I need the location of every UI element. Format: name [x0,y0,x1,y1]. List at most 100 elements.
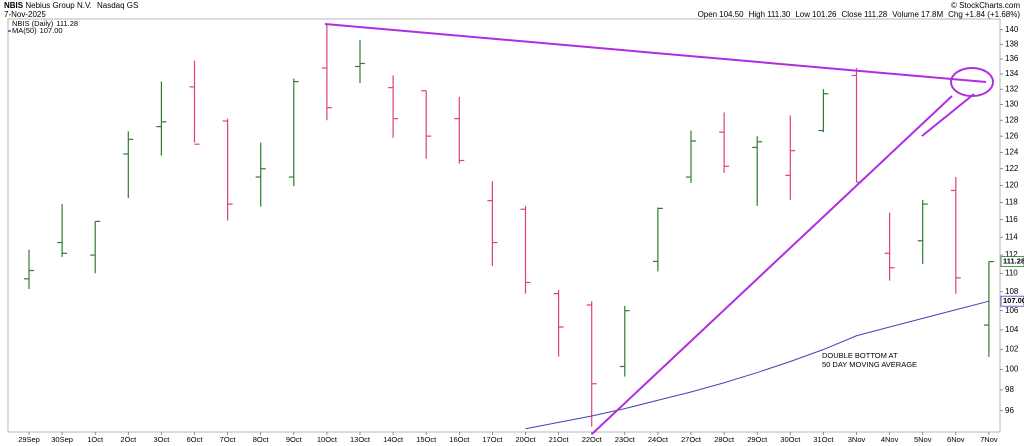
x-tick-label: 8Oct [253,435,270,444]
x-tick-label: 20Oct [515,435,536,444]
ohlc-bar [487,181,498,266]
ohlc-bar [619,305,630,377]
ma-line [525,300,990,430]
y-tick-label: 136 [1005,54,1019,63]
ohlc-bar [355,39,365,84]
quote-label: Low [795,10,810,19]
x-tick-label: 27Oct [681,435,702,444]
quote-value: 111.28 [864,10,888,19]
x-tick-label: 3Oct [153,435,170,444]
ohlc-bar [520,205,531,294]
ohlc-bar [255,142,266,207]
header-line: NBIS Nebius Group N.V. Nasdaq GS [4,1,138,10]
y-tick-label: 128 [1005,115,1019,124]
x-tick-label: 29Sep [18,435,40,444]
ohlc-bar [288,78,299,187]
ohlc-bar [785,115,796,200]
quote-value: 104.50 [719,10,744,19]
x-tick-label: 28Oct [714,435,735,444]
y-tick-label: 126 [1005,131,1019,140]
y-tick-label: 106 [1005,306,1019,315]
y-tick-label: 110 [1005,268,1018,277]
x-tick-label: 9Oct [286,435,303,444]
quote-label: Volume [892,10,919,19]
x-tick-label: 17Oct [482,435,503,444]
y-tick-label: 130 [1005,100,1019,109]
ohlc-bar [983,260,994,357]
x-tick-label: 10Oct [317,435,338,444]
x-tick-label: 4Nov [881,435,899,444]
legend-entry: MA(50) 107.00 [12,26,63,35]
ohlc-bar [719,112,730,173]
trendline [591,95,953,435]
y-tick-label: 98 [1005,385,1014,394]
trendline [324,23,987,83]
ohlc-bar [652,207,663,272]
x-tick-label: 15Oct [416,435,437,444]
ohlc-bar [388,75,399,138]
ohlc-bar [24,249,34,290]
y-tick-label: 124 [1005,147,1019,156]
quote-label: Chg [948,10,963,19]
date: 7-Nov-2025 [4,10,46,19]
ohlc-bar [222,118,233,221]
x-tick-label: 23Oct [615,435,636,444]
price-box-label: 111.28 [1003,257,1024,266]
ohlc-bar [553,289,564,357]
x-tick-label: 16Oct [449,435,470,444]
x-tick-label: 5Nov [914,435,932,444]
x-tick-label: 6Oct [187,435,204,444]
x-tick-label: 6Nov [947,435,965,444]
x-tick-label: 14Oct [383,435,404,444]
y-tick-label: 108 [1005,287,1019,296]
y-tick-label: 138 [1005,39,1019,48]
quote-label: Open [698,10,718,19]
company: Nebius Group N.V. [25,1,91,10]
y-tick-label: 134 [1005,69,1019,78]
ohlc-bar [686,130,696,183]
quote-value: 17.8M [921,10,944,19]
legend-name: NBIS (Daily) [12,19,54,28]
x-tick-label: 7Oct [220,435,237,444]
legend-value: 111.28 [56,19,78,28]
x-tick-label: 13Oct [350,435,371,444]
ohlc-bar [586,301,597,427]
highlight-ellipse [950,67,994,97]
x-tick-label: 24Oct [648,435,669,444]
ohlc-bar [156,81,167,156]
quote-value: 111.30 [767,10,791,19]
source: © StockCharts.com [951,1,1020,10]
x-tick-label: 30Sep [51,435,73,444]
legend-value: 107.00 [40,26,63,35]
y-tick-label: 114 [1005,232,1018,241]
y-tick-label: 118 [1005,197,1018,206]
ohlc-bar [884,212,895,281]
trendline [921,93,975,137]
x-tick-label: 1Oct [87,435,104,444]
quote-value: +1.84 (+1.68%) [965,10,1020,19]
ohlc-bar [90,220,101,274]
ohlc-bar [321,24,332,121]
ohlc-bar [818,89,829,133]
plot [24,24,994,430]
ohlc-bar [950,177,961,294]
y-tick-label: 132 [1005,84,1019,93]
ohlc-bar [57,204,68,257]
y-tick-label: 122 [1005,164,1019,173]
y-tick-label: 104 [1005,325,1019,334]
x-tick-label: 21Oct [549,435,570,444]
ticker: NBIS [4,1,24,10]
x-tick-label: 7Nov [980,435,998,444]
x-tick-label: 30Oct [780,435,801,444]
annotation: 50 DAY MOVING AVERAGE [822,360,917,369]
y-tick-label: 140 [1005,25,1019,34]
x-tick-label: 31Oct [813,435,834,444]
ohlc-bar [917,199,928,265]
quote-label: Close [842,10,863,19]
annotation: DOUBLE BOTTOM AT [822,351,898,360]
y-tick-label: 100 [1005,365,1019,374]
legend-entry: NBIS (Daily) 111.28 [12,19,78,28]
y-tick-label: 112 [1005,250,1018,259]
price-box [1000,256,1024,267]
